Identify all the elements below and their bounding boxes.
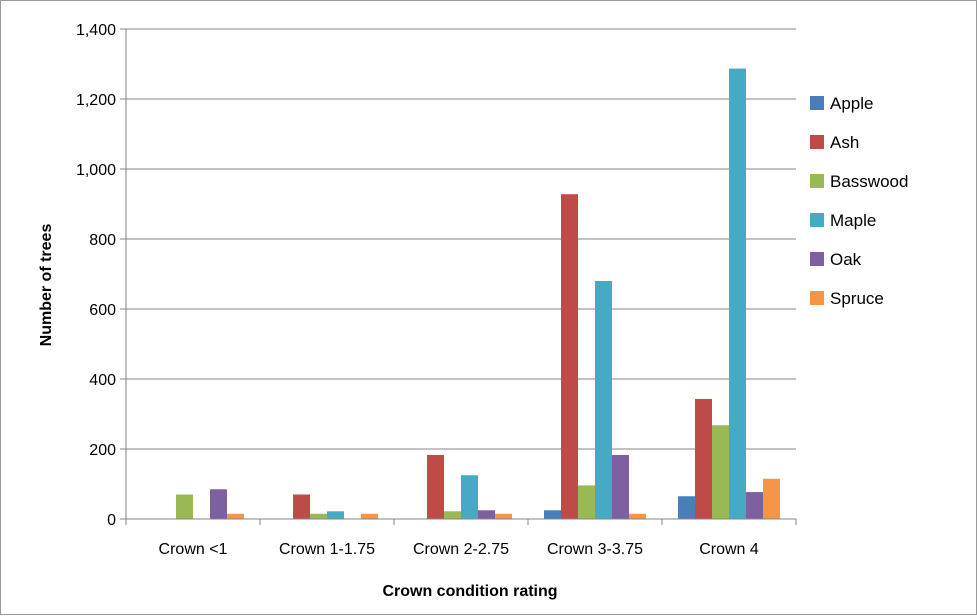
bar-oak-4 — [746, 492, 763, 519]
y-tick-label: 600 — [89, 302, 116, 319]
bar-ash-1 — [293, 494, 310, 519]
x-tick-label: Crown 4 — [699, 541, 759, 558]
legend-label-ash: Ash — [830, 133, 859, 152]
y-tick-label: 1,000 — [76, 162, 116, 179]
bar-ash-3 — [561, 194, 578, 519]
legend-label-spruce: Spruce — [830, 289, 884, 308]
x-axis-title: Crown condition rating — [382, 583, 557, 600]
legend-label-maple: Maple — [830, 211, 876, 230]
x-tick-labels: Crown <1 Crown 1-1.75 Crown 2-2.75 Crown 3-… — [159, 541, 759, 558]
bar-maple-4 — [729, 68, 746, 520]
legend-label-basswood: Basswood — [830, 172, 908, 191]
legend-label-oak: Oak — [830, 250, 862, 269]
bar-basswood-3 — [578, 485, 595, 519]
bar-apple-3 — [544, 510, 561, 519]
bar-spruce-0 — [227, 513, 244, 519]
bar-maple-2 — [461, 475, 478, 519]
x-tick-label: Crown 2-2.75 — [413, 541, 509, 558]
y-tick-label: 200 — [89, 442, 116, 459]
bar-spruce-3 — [629, 513, 646, 519]
bar-ash-2 — [427, 454, 444, 519]
x-tick-label: Crown 3-3.75 — [547, 541, 643, 558]
legend-swatch-maple — [810, 213, 824, 227]
legend-swatch-spruce — [810, 291, 824, 305]
legend: Apple Ash Basswood Maple Oak Spruce — [810, 94, 908, 308]
bar-spruce-4 — [763, 478, 780, 519]
bar-basswood-4 — [712, 425, 729, 519]
bar-maple-1 — [327, 511, 344, 519]
bar-spruce-2 — [495, 513, 512, 519]
y-tick-label: 1,200 — [76, 92, 116, 109]
bar-ash-4 — [695, 398, 712, 519]
legend-swatch-ash — [810, 135, 824, 149]
x-tick-label: Crown 1-1.75 — [279, 541, 375, 558]
gridlines — [120, 28, 796, 520]
bar-maple-3 — [595, 281, 612, 519]
bar-oak-2 — [478, 510, 495, 519]
legend-swatch-oak — [810, 252, 824, 266]
y-tick-labels: 0 200 400 600 800 1,000 1,200 1,400 — [76, 22, 116, 529]
bars — [176, 68, 780, 520]
bar-basswood-1 — [310, 513, 327, 519]
bar-oak-3 — [612, 454, 629, 519]
legend-swatch-basswood — [810, 174, 824, 188]
x-tick-label: Crown <1 — [159, 541, 228, 558]
bar-apple-4 — [678, 496, 695, 519]
axes — [125, 29, 797, 525]
y-tick-label: 0 — [107, 512, 116, 529]
y-tick-label: 400 — [89, 372, 116, 389]
y-axis-title: Number of trees — [38, 224, 55, 347]
legend-swatch-apple — [810, 96, 824, 110]
bar-spruce-1 — [361, 513, 378, 519]
legend-label-apple: Apple — [830, 94, 873, 113]
bar-oak-0 — [210, 489, 227, 519]
y-tick-label: 1,400 — [76, 22, 116, 39]
y-tick-label: 800 — [89, 232, 116, 249]
bar-basswood-2 — [444, 511, 461, 519]
bar-basswood-0 — [176, 494, 193, 519]
